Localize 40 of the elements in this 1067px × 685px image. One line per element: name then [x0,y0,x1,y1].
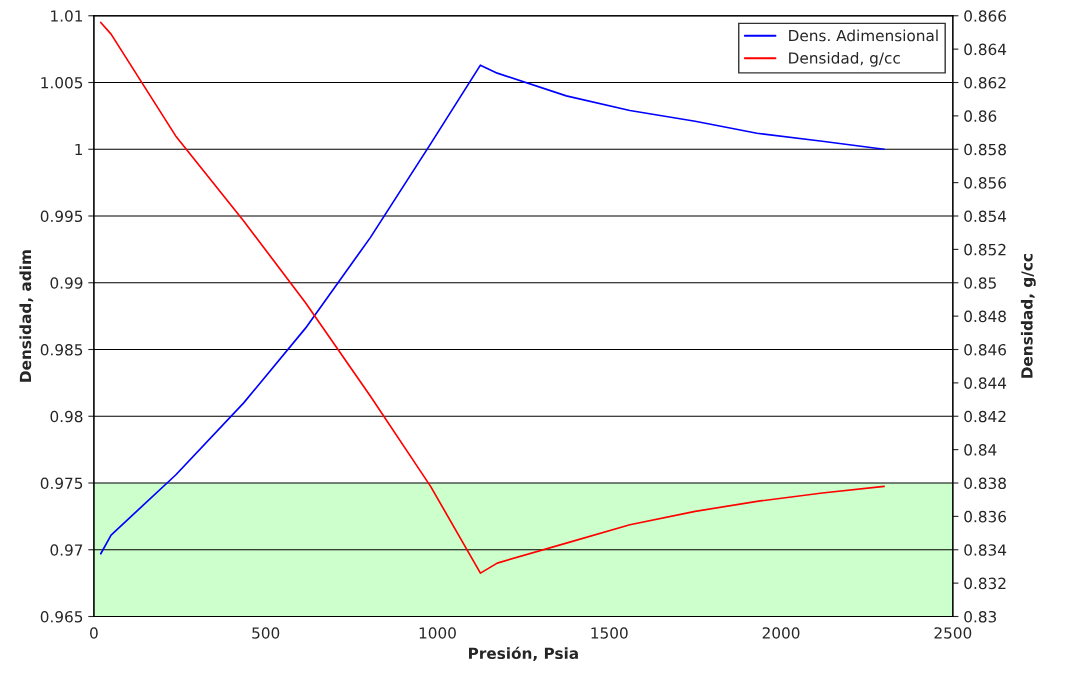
y-axis-title: Densidad, adim [19,250,34,382]
x-tick-label: 0 [90,627,98,639]
y-tick-label: 0.965 [40,610,83,623]
y2-axis-title: Densidad, g/cc [1020,254,1036,378]
y-tick-label: 1.01 [51,10,83,22]
y2-tick-label: 0.832 [964,577,1006,590]
y2-tick-label: 0.85 [964,277,996,289]
x-tick-label: 1500 [591,627,628,639]
y2-tick-label: 0.836 [964,510,1007,523]
y2-tick-label: 0.862 [964,76,1006,89]
y2-tick-label: 0.86 [964,110,997,122]
y2-tick-label: 0.844 [964,377,1007,389]
x-tick-label: 1000 [419,627,456,639]
y-tick-label: 0.98 [50,410,83,423]
y2-tick-label: 0.846 [964,343,1007,356]
y-tick-label: 0.975 [40,477,83,490]
x-axis-title: Presión, Psia [469,646,578,662]
y2-tick-label: 0.858 [964,143,1006,156]
legend-label: Densidad, g/cc [789,51,900,67]
y2-tick-label: 0.848 [964,310,1006,323]
x-tick-label: 2500 [934,627,972,639]
y2-tick-label: 0.864 [964,43,1007,56]
y-tick-label: 0.995 [40,210,83,223]
y2-tick-label: 0.856 [964,177,1007,189]
y2-tick-label: 0.854 [964,210,1007,223]
y-tick-label: 0.99 [50,277,83,289]
x-tick-label: 500 [252,627,280,639]
y2-tick-label: 0.866 [964,10,1007,22]
y-tick-label: 0.97 [50,544,83,556]
y2-tick-label: 0.852 [964,243,1006,256]
y2-tick-label: 0.838 [964,477,1006,490]
y2-tick-label: 0.834 [964,544,1007,556]
y2-tick-label: 0.84 [964,444,997,456]
y-tick-label: 1 [75,143,83,156]
y-tick-label: 0.985 [40,343,83,356]
x-tick-label: 2000 [762,627,800,639]
y2-tick-label: 0.83 [964,610,997,623]
y-tick-label: 1.005 [41,76,83,89]
legend-label: Dens. Adimensional [789,29,938,42]
y2-tick-label: 0.842 [964,410,1006,423]
